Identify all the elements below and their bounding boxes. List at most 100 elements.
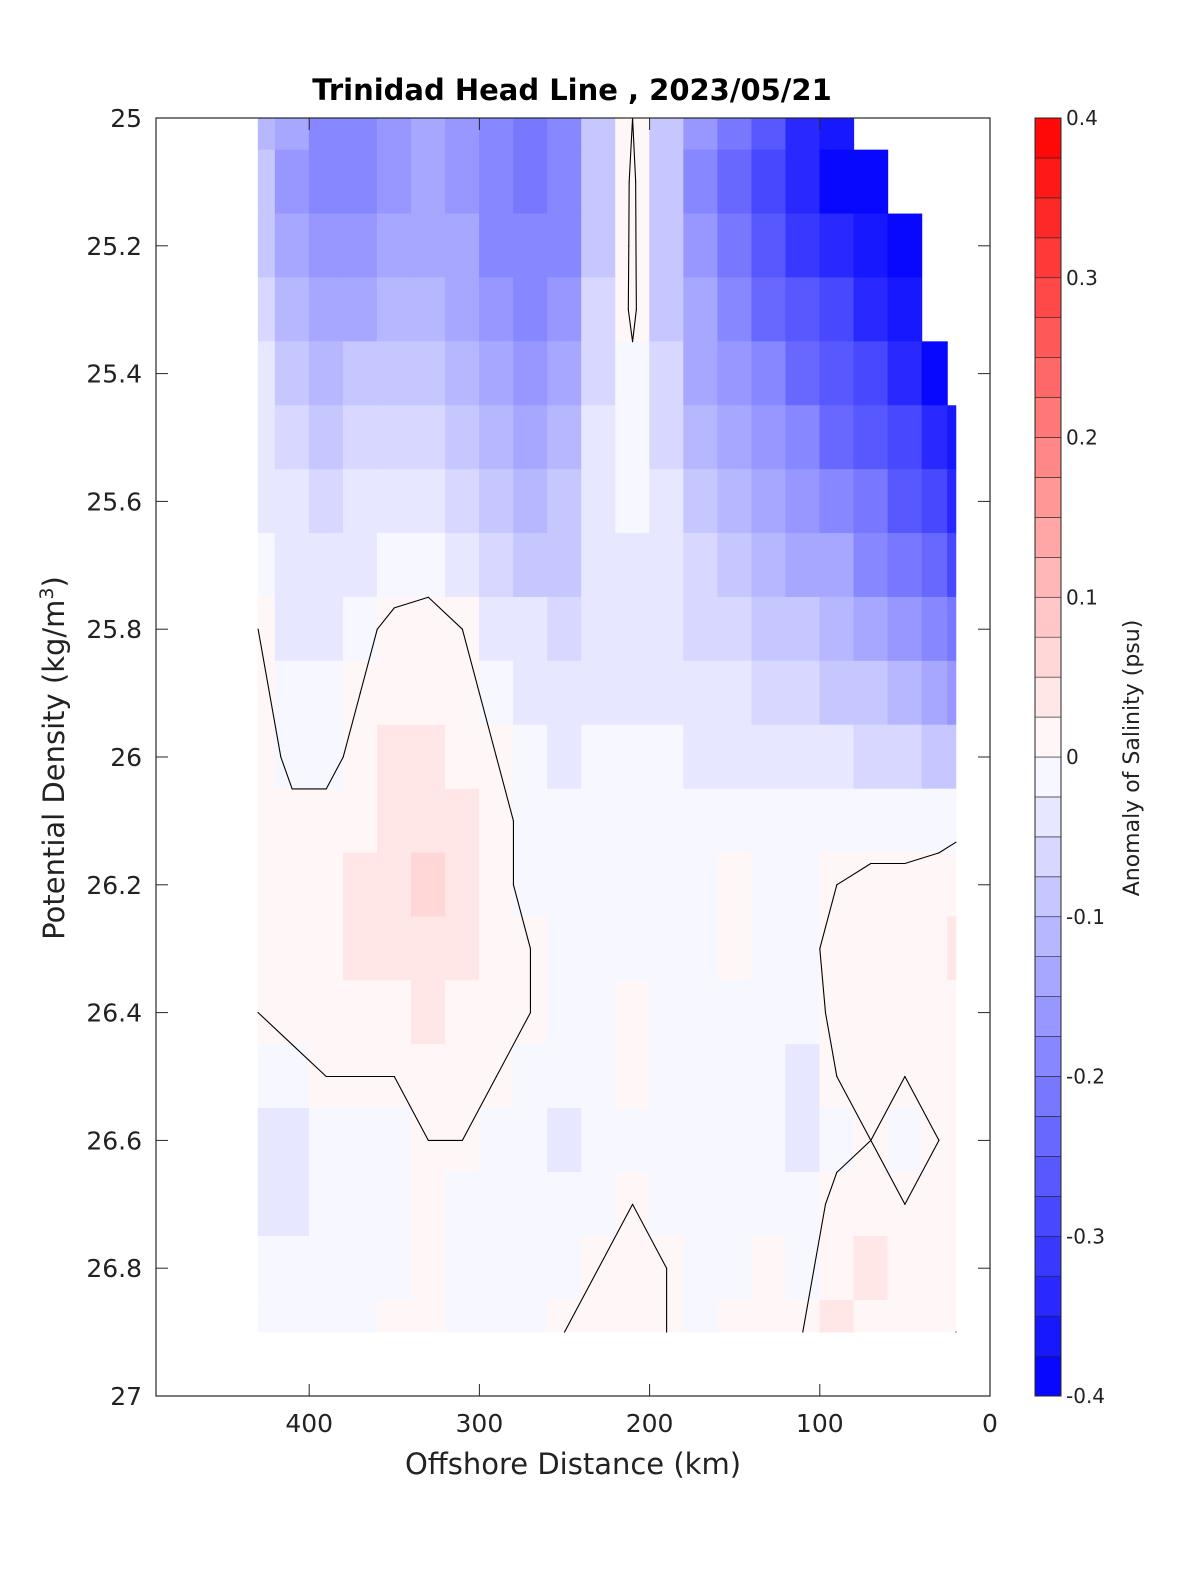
contour-cell bbox=[615, 916, 650, 981]
contour-cell bbox=[547, 149, 582, 215]
contour-cell bbox=[947, 469, 957, 534]
colorbar-bin bbox=[1034, 237, 1062, 279]
contour-cell bbox=[649, 788, 684, 854]
contour-cell bbox=[274, 1299, 310, 1333]
contour-cell bbox=[615, 533, 650, 598]
contour-cell bbox=[445, 213, 480, 279]
contour-cell bbox=[411, 149, 446, 215]
contour-cell bbox=[581, 341, 616, 406]
x-tick-label: 200 bbox=[626, 1409, 674, 1438]
contour-cell bbox=[445, 852, 480, 918]
contour-cell bbox=[445, 788, 480, 854]
colorbar-bin bbox=[1034, 117, 1062, 159]
colorbar-bin bbox=[1034, 1036, 1062, 1077]
contour-cell bbox=[547, 980, 582, 1045]
colorbar-bin bbox=[1034, 317, 1062, 358]
contour-cell bbox=[581, 788, 616, 854]
contour-cell bbox=[785, 596, 821, 662]
contour-cell bbox=[615, 596, 650, 662]
contour-cell bbox=[615, 405, 650, 470]
contour-cell bbox=[751, 660, 787, 726]
contour-cell bbox=[445, 341, 480, 406]
contour-cell bbox=[581, 149, 616, 215]
contour-cell bbox=[547, 405, 582, 470]
contour-cell bbox=[751, 1299, 787, 1333]
y-axis-label-main: Potential Density (kg/m bbox=[37, 600, 71, 940]
zero-contour-segment bbox=[359, 628, 378, 694]
contour-cell bbox=[581, 852, 616, 918]
contour-cell bbox=[479, 469, 514, 534]
contour-cell bbox=[445, 149, 480, 215]
zero-contour-segment bbox=[904, 1075, 940, 1141]
colorbar-tick-label: -0.4 bbox=[1066, 1384, 1105, 1408]
contour-cell bbox=[411, 277, 446, 342]
contour-cell bbox=[342, 469, 378, 534]
colorbar-bin bbox=[1034, 1275, 1062, 1317]
zero-contour-segment bbox=[478, 692, 497, 758]
contour-cell bbox=[342, 980, 378, 1045]
contour-cell bbox=[785, 916, 821, 981]
contour-cell bbox=[547, 1299, 582, 1333]
x-tick-label: 400 bbox=[285, 1409, 333, 1438]
contour-cell bbox=[649, 980, 684, 1045]
contour-cell bbox=[683, 341, 718, 406]
contour-cell bbox=[257, 1299, 276, 1333]
contour-cell bbox=[717, 980, 753, 1045]
zero-contour-segment bbox=[495, 1012, 531, 1078]
contour-cell bbox=[717, 1235, 753, 1301]
contour-cell bbox=[751, 533, 787, 598]
colorbar-bin bbox=[1034, 437, 1062, 478]
contour-cell bbox=[445, 277, 480, 342]
contour-cell bbox=[479, 213, 514, 279]
contour-cell bbox=[921, 1172, 948, 1237]
contour-cell bbox=[411, 1235, 446, 1301]
contour-cell bbox=[479, 852, 514, 918]
colorbar-tick-label: 0 bbox=[1066, 745, 1079, 769]
contour-cell bbox=[274, 660, 310, 726]
contour-cell bbox=[751, 149, 787, 215]
contour-cell bbox=[947, 405, 957, 470]
contour-cell bbox=[717, 916, 753, 981]
contour-cell bbox=[581, 277, 616, 342]
contour-cell bbox=[342, 149, 378, 215]
contour-cell bbox=[445, 118, 480, 151]
zero-contour-segment bbox=[461, 1075, 497, 1141]
contour-cell bbox=[376, 660, 412, 726]
contour-cell bbox=[479, 341, 514, 406]
contour-cell bbox=[785, 724, 821, 790]
contour-cell bbox=[411, 533, 446, 598]
contour-cell bbox=[683, 405, 718, 470]
contour-cell bbox=[411, 469, 446, 534]
contour-cell bbox=[683, 533, 718, 598]
contour-cell bbox=[819, 533, 855, 598]
contour-cell bbox=[921, 1235, 948, 1301]
colorbar-bin bbox=[1034, 796, 1062, 838]
contour-cell bbox=[683, 1108, 718, 1173]
contour-cell bbox=[853, 724, 889, 790]
zero-contour-segment bbox=[563, 1267, 600, 1333]
contour-cell bbox=[257, 788, 276, 854]
contour-cell bbox=[547, 341, 582, 406]
contour-cell bbox=[615, 149, 650, 215]
colorbar-bin bbox=[1034, 756, 1062, 798]
contour-cell bbox=[921, 1044, 948, 1109]
contour-cell bbox=[257, 980, 276, 1045]
contour-cell bbox=[479, 1299, 514, 1333]
contour-cell bbox=[513, 277, 548, 342]
contour-cell bbox=[274, 469, 310, 534]
zero-contour-segment bbox=[280, 756, 293, 790]
contour-cell bbox=[257, 149, 276, 215]
contour-cell bbox=[887, 533, 923, 598]
contour-cell bbox=[615, 1235, 650, 1301]
contour-cell bbox=[257, 533, 276, 598]
contour-cell bbox=[887, 341, 923, 406]
contour-cell bbox=[683, 852, 718, 918]
contour-cell bbox=[819, 277, 855, 342]
contour-cell bbox=[649, 1108, 684, 1173]
contour-cell bbox=[751, 724, 787, 790]
contour-cell bbox=[257, 916, 276, 981]
x-tick-label: 100 bbox=[796, 1409, 844, 1438]
colorbar-bin bbox=[1034, 277, 1062, 318]
contour-cell bbox=[308, 660, 344, 726]
